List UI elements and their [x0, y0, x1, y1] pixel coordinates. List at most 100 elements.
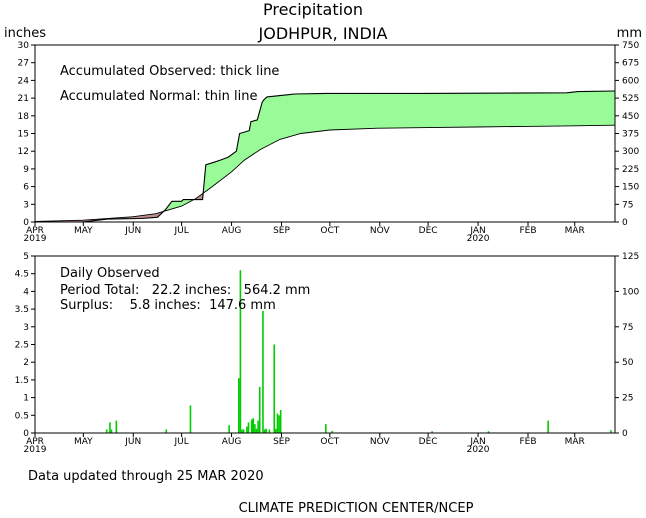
surplus-area	[392, 93, 395, 129]
left-y-tick-label: 3.5	[15, 305, 29, 315]
surplus-area	[310, 93, 313, 133]
surplus-area	[268, 96, 271, 145]
surplus-area	[526, 92, 529, 127]
surplus-area	[598, 91, 601, 126]
deficit-area	[68, 220, 71, 222]
top-x-tick-label: JUL	[173, 226, 188, 236]
surplus-area	[569, 92, 572, 126]
surplus-area	[516, 92, 519, 127]
left-y-tick-label: 5	[23, 252, 29, 262]
surplus-area	[479, 93, 482, 127]
surplus-area	[531, 92, 534, 127]
left-y-tick-label: 27	[18, 59, 29, 69]
right-y-tick-label: 375	[622, 130, 639, 140]
surplus-area	[334, 93, 337, 130]
surplus-area	[386, 93, 389, 129]
surplus-area	[586, 91, 588, 126]
surplus-area	[537, 92, 540, 127]
surplus-area	[445, 93, 448, 128]
surplus-area	[399, 93, 402, 128]
deficit-area	[133, 216, 136, 219]
top-year-label: 2020	[467, 234, 490, 244]
surplus-area	[510, 93, 513, 127]
bottom-x-tick-label: MAR	[565, 437, 585, 447]
deficit-area	[60, 220, 63, 222]
surplus-area	[452, 93, 455, 128]
top-x-tick-label: MAR	[565, 226, 585, 236]
surplus-area	[347, 93, 350, 130]
deficit-area	[70, 220, 73, 222]
surplus-area	[565, 92, 567, 126]
surplus-area	[418, 93, 421, 128]
surplus-area	[165, 208, 168, 211]
bottom-x-tick-label: MAY	[74, 437, 93, 447]
daily-bar	[431, 431, 433, 433]
surplus-area	[587, 91, 590, 126]
surplus-area	[486, 93, 489, 127]
surplus-area	[329, 93, 332, 130]
bottom-x-tick-label: JUL	[173, 437, 188, 447]
right-y-tick-label: 75	[622, 200, 633, 210]
left-y-tick-label: 9	[23, 165, 29, 175]
surplus-area	[407, 93, 410, 128]
surplus-area	[316, 93, 319, 132]
deficit-area	[126, 217, 129, 219]
surplus-area	[495, 93, 498, 127]
top-year-label: 2019	[24, 234, 47, 244]
daily-bar	[258, 386, 261, 433]
deficit-area	[146, 214, 149, 219]
surplus-area	[331, 93, 334, 130]
deficit-area	[59, 220, 62, 222]
surplus-area	[515, 92, 518, 127]
surplus-area	[563, 92, 566, 126]
surplus-area	[387, 93, 390, 129]
surplus-area	[168, 204, 171, 210]
left-y-tick-label: 3	[23, 323, 29, 333]
deficit-area	[64, 220, 66, 222]
surplus-area	[453, 93, 456, 128]
top-x-tick-label: NOV	[370, 226, 391, 236]
surplus-area	[532, 92, 535, 127]
surplus-area	[474, 93, 477, 128]
surplus-area	[241, 132, 244, 163]
daily-bar	[242, 429, 245, 433]
bottom-x-tick-label: AUG	[222, 437, 242, 447]
surplus-area	[355, 93, 358, 129]
surplus-area	[383, 93, 385, 129]
surplus-area	[573, 92, 576, 126]
left-y-tick-label: 0.5	[15, 411, 29, 421]
period-total-annotation: Period Total: 22.2 inches: 564.2 mm	[60, 283, 310, 298]
surplus-area	[323, 93, 326, 131]
surplus-area	[584, 91, 587, 126]
normal-line-annotation: Accumulated Normal: thin line	[60, 89, 258, 104]
deficit-area	[89, 219, 92, 222]
deficit-area	[157, 213, 160, 217]
surplus-area	[210, 163, 213, 188]
top-x-tick-label: AUG	[222, 226, 242, 236]
daily-bar	[278, 415, 280, 433]
surplus-area	[400, 93, 403, 128]
surplus-area	[442, 93, 445, 128]
right-unit-label: mm	[617, 26, 642, 41]
daily-bar	[254, 424, 256, 433]
surplus-area	[492, 93, 495, 127]
surplus-area	[444, 93, 447, 128]
surplus-area	[358, 93, 361, 129]
surplus-area	[519, 92, 522, 127]
deficit-area	[147, 214, 150, 218]
right-y-tick-label: 750	[622, 41, 639, 51]
surplus-area	[257, 116, 260, 152]
surplus-area	[511, 93, 514, 127]
surplus-area	[339, 93, 342, 130]
surplus-area	[278, 95, 281, 140]
surplus-area	[434, 93, 437, 128]
bottom-x-tick-label: JUN	[124, 437, 141, 447]
deficit-area	[84, 220, 87, 222]
bottom-x-tick-label: SEP	[273, 437, 290, 447]
surplus-area	[328, 93, 331, 131]
left-y-tick-label: 1	[23, 394, 29, 404]
deficit-area	[122, 217, 124, 219]
surplus-area	[461, 93, 464, 128]
surplus-area	[188, 199, 190, 203]
surplus-area	[482, 93, 485, 127]
